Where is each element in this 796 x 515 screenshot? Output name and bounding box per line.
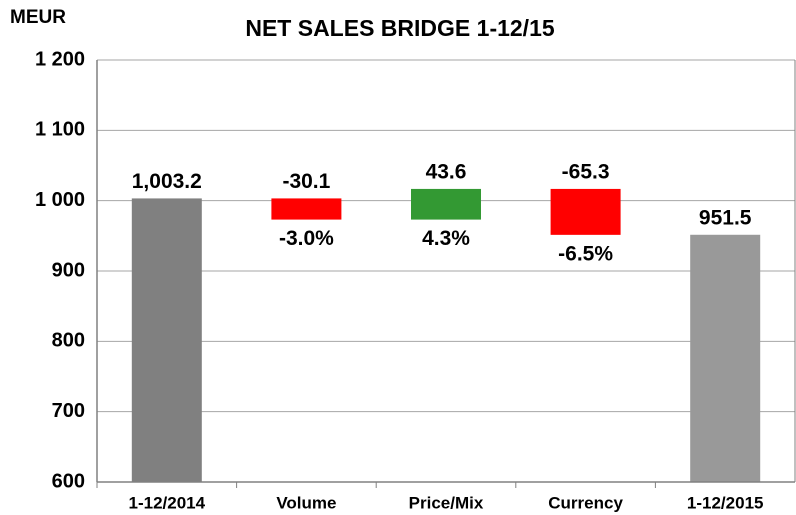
value-label: 43.6	[426, 160, 467, 183]
bar	[690, 234, 761, 482]
x-tick-label: Volume	[276, 493, 336, 512]
y-tick-label: 900	[52, 259, 85, 281]
y-tick-label: 1 000	[35, 189, 85, 211]
value-label: -30.1	[282, 170, 330, 193]
y-axis-label: MEUR	[10, 7, 66, 28]
bar	[271, 198, 342, 220]
y-tick-label: 1 200	[35, 48, 85, 70]
percent-label: -6.5%	[558, 242, 613, 265]
y-tick-label: 600	[52, 470, 85, 492]
percent-label: -3.0%	[279, 227, 334, 250]
percent-label: 4.3%	[422, 227, 470, 250]
bar	[411, 188, 481, 220]
y-tick-label: 700	[52, 400, 85, 422]
x-tick-label: Currency	[548, 493, 623, 512]
x-tick-label: Price/Mix	[409, 493, 484, 512]
x-tick-label: 1-12/2014	[129, 493, 206, 512]
x-tick-label: 1-12/2015	[687, 493, 764, 512]
y-tick-label: 1 100	[35, 119, 85, 141]
value-label: 951.5	[699, 206, 752, 229]
bar	[131, 198, 202, 482]
bar	[550, 188, 621, 235]
value-label: 1,003.2	[132, 170, 202, 193]
value-label: -65.3	[562, 160, 610, 183]
y-tick-label: 800	[52, 330, 85, 352]
chart-title: NET SALES BRIDGE 1-12/15	[245, 15, 555, 41]
